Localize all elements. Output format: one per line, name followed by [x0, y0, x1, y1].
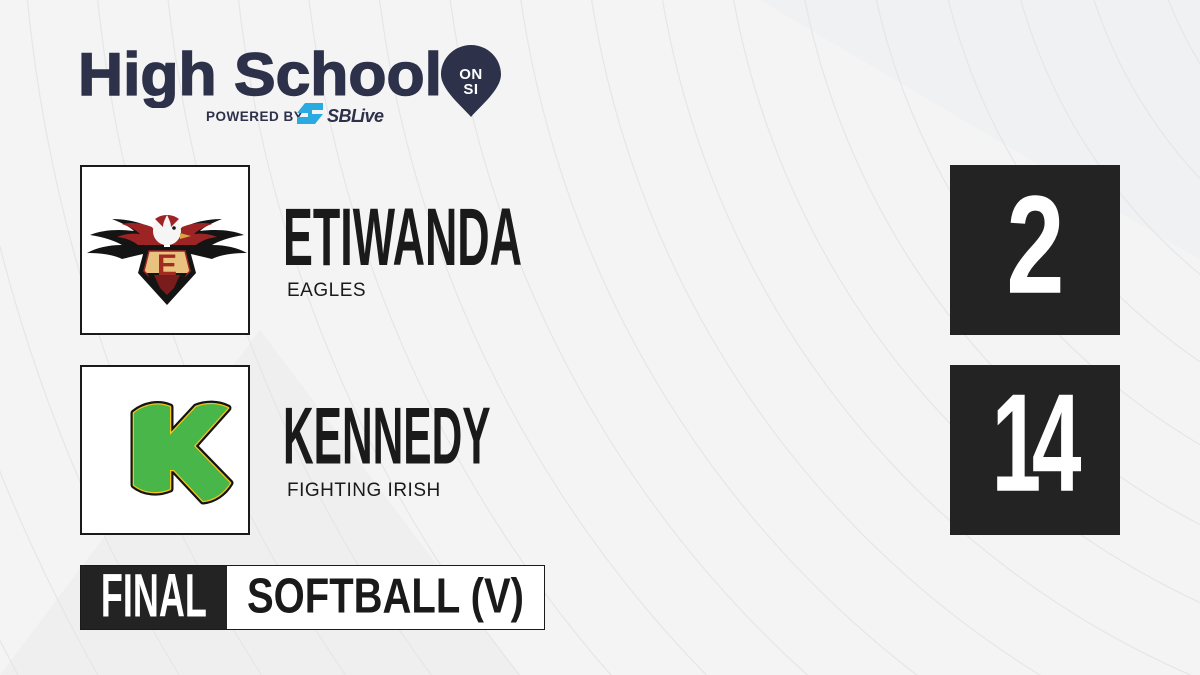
svg-text:SI: SI	[463, 81, 478, 98]
svg-text:ive: ive	[360, 106, 384, 126]
svg-text:SBL: SBL	[327, 106, 362, 126]
svg-text:E: E	[157, 249, 177, 282]
